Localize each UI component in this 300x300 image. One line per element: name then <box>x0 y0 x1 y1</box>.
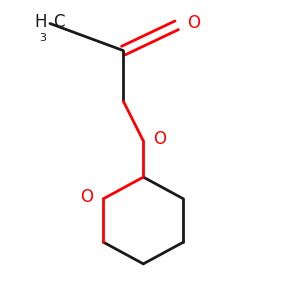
Text: 3: 3 <box>40 32 47 43</box>
Text: H: H <box>34 13 47 31</box>
Text: O: O <box>187 14 200 32</box>
Text: C: C <box>53 13 65 31</box>
Text: O: O <box>153 130 166 148</box>
Text: O: O <box>80 188 93 206</box>
